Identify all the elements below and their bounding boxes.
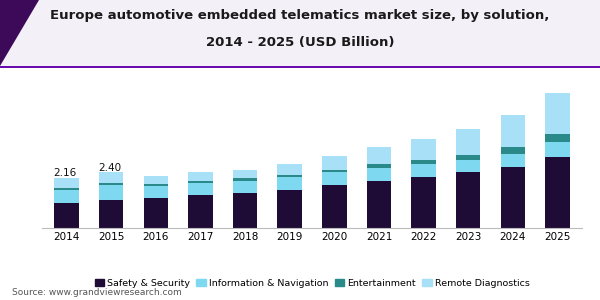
Bar	[500, 167, 525, 228]
Bar	[322, 170, 347, 172]
Bar	[233, 170, 257, 178]
Bar	[54, 178, 79, 188]
Bar	[233, 178, 257, 181]
Bar	[143, 186, 168, 198]
Bar	[277, 164, 302, 175]
Bar	[54, 202, 79, 228]
Bar	[277, 177, 302, 190]
Bar	[456, 154, 481, 160]
Bar	[188, 183, 213, 195]
Bar	[99, 183, 124, 185]
Bar	[367, 147, 391, 164]
Bar	[456, 160, 481, 172]
Text: Source: www.grandviewresearch.com: Source: www.grandviewresearch.com	[12, 288, 182, 297]
Bar	[277, 175, 302, 177]
Text: 2.16: 2.16	[53, 168, 76, 178]
Bar	[0, 66, 600, 68]
Bar	[456, 129, 481, 155]
Bar	[188, 172, 213, 181]
Bar	[500, 148, 525, 154]
Bar	[411, 164, 436, 177]
Bar	[233, 181, 257, 193]
Bar	[545, 142, 570, 158]
Bar	[99, 200, 124, 228]
Text: 2.40: 2.40	[98, 163, 121, 172]
Bar	[99, 185, 124, 200]
Bar	[143, 184, 168, 186]
Bar	[545, 158, 570, 228]
Bar	[545, 93, 570, 134]
Bar	[367, 168, 391, 181]
Bar	[54, 188, 79, 190]
Legend: Safety & Security, Information & Navigation, Entertainment, Remote Diagnostics: Safety & Security, Information & Navigat…	[91, 275, 533, 291]
Bar	[143, 176, 168, 184]
Bar	[367, 181, 391, 228]
Bar	[367, 164, 391, 168]
Bar	[456, 172, 481, 228]
Bar	[322, 185, 347, 228]
Bar	[500, 154, 525, 167]
Bar	[545, 134, 570, 142]
Text: Europe automotive embedded telematics market size, by solution,: Europe automotive embedded telematics ma…	[50, 9, 550, 22]
Bar	[500, 115, 525, 148]
Bar	[54, 190, 79, 203]
Bar	[322, 156, 347, 170]
Bar	[411, 177, 436, 228]
Bar	[0, 0, 600, 66]
Bar	[188, 195, 213, 228]
Polygon shape	[0, 0, 39, 66]
Bar	[322, 172, 347, 185]
Bar	[277, 190, 302, 228]
Bar	[411, 160, 436, 164]
Text: 2014 - 2025 (USD Billion): 2014 - 2025 (USD Billion)	[206, 36, 394, 49]
Bar	[233, 193, 257, 228]
Bar	[99, 172, 124, 183]
Bar	[188, 181, 213, 183]
Bar	[143, 198, 168, 228]
Bar	[411, 139, 436, 160]
